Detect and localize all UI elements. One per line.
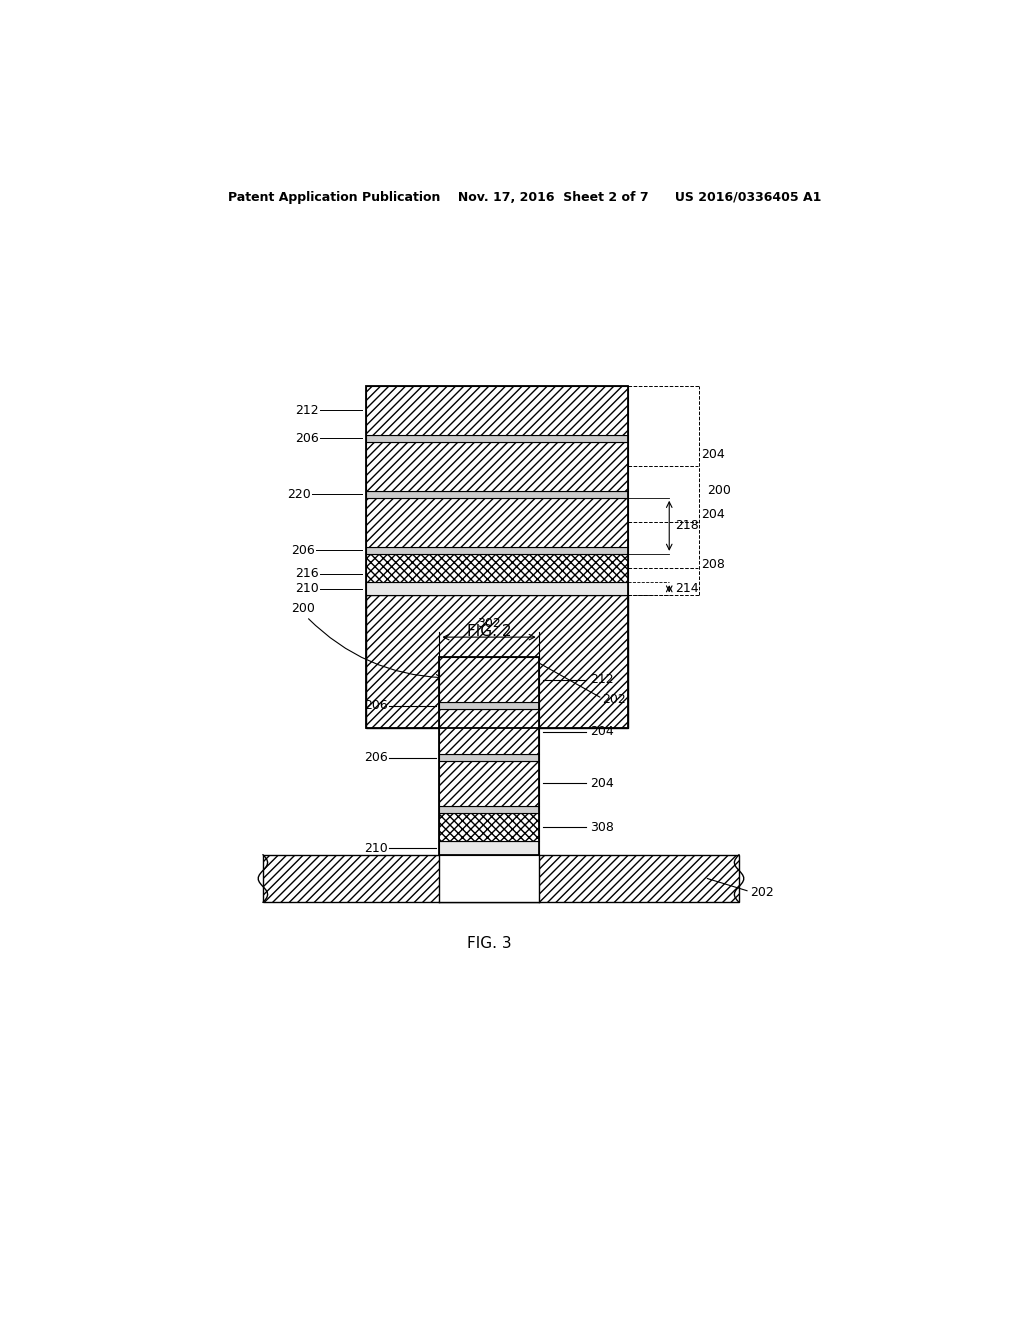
- Text: 206: 206: [291, 544, 314, 557]
- Text: FIG. 3: FIG. 3: [467, 936, 511, 950]
- Bar: [367, 491, 628, 498]
- Text: 206: 206: [365, 751, 388, 764]
- Bar: [439, 754, 539, 762]
- Text: 212: 212: [295, 404, 318, 417]
- Text: 308: 308: [590, 821, 614, 834]
- Text: 210: 210: [365, 842, 388, 854]
- Bar: [367, 582, 628, 595]
- Bar: [439, 657, 539, 854]
- Bar: [367, 442, 628, 491]
- Text: 202: 202: [751, 886, 774, 899]
- Text: 202: 202: [602, 693, 626, 706]
- Text: 204: 204: [590, 725, 614, 738]
- Text: 216: 216: [295, 568, 318, 581]
- Text: 218: 218: [675, 519, 698, 532]
- Text: 302: 302: [477, 618, 501, 631]
- Bar: [439, 702, 539, 709]
- Bar: [439, 762, 539, 805]
- Text: 204: 204: [590, 777, 614, 789]
- Text: Patent Application Publication    Nov. 17, 2016  Sheet 2 of 7      US 2016/03364: Patent Application Publication Nov. 17, …: [228, 190, 821, 203]
- Text: 206: 206: [365, 700, 388, 713]
- Bar: [367, 385, 628, 727]
- Text: 214: 214: [675, 582, 698, 595]
- Text: 200: 200: [291, 602, 314, 615]
- Text: 204: 204: [701, 508, 725, 520]
- Bar: [439, 841, 539, 854]
- Bar: [439, 854, 539, 903]
- Text: 212: 212: [590, 673, 614, 686]
- Bar: [367, 595, 628, 727]
- Text: 210: 210: [295, 582, 318, 595]
- Bar: [439, 657, 539, 702]
- Bar: [263, 854, 739, 903]
- Bar: [367, 434, 628, 442]
- Bar: [439, 805, 539, 813]
- Bar: [439, 709, 539, 754]
- Bar: [367, 498, 628, 546]
- Text: 220: 220: [287, 488, 310, 500]
- Bar: [367, 385, 628, 434]
- Text: 204: 204: [701, 447, 725, 461]
- Text: 206: 206: [295, 432, 318, 445]
- Bar: [439, 813, 539, 841]
- Text: FIG. 2: FIG. 2: [467, 623, 511, 639]
- Bar: [367, 546, 628, 554]
- Text: 208: 208: [701, 558, 725, 572]
- Bar: [367, 554, 628, 582]
- Text: 200: 200: [708, 484, 731, 498]
